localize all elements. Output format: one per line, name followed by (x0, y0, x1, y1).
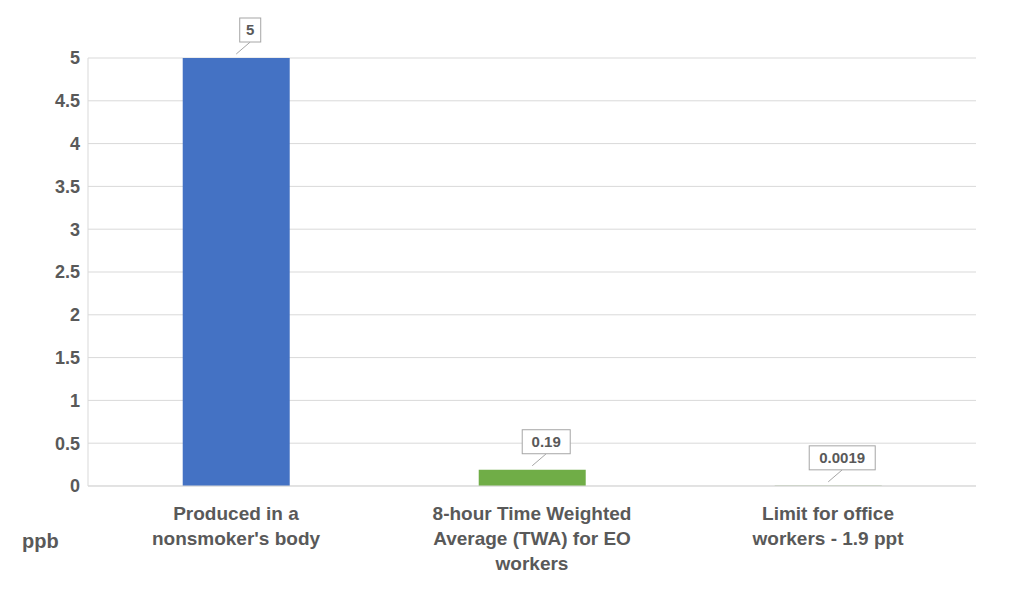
svg-text:nonsmoker's body: nonsmoker's body (152, 528, 321, 549)
svg-text:3: 3 (70, 220, 80, 240)
svg-text:0.0019: 0.0019 (819, 449, 865, 466)
svg-text:0: 0 (70, 476, 80, 496)
svg-text:4: 4 (70, 134, 80, 154)
svg-text:8-hour Time Weighted: 8-hour Time Weighted (433, 503, 632, 524)
svg-text:0.19: 0.19 (532, 433, 561, 450)
svg-text:0.5: 0.5 (55, 434, 80, 454)
svg-text:2: 2 (70, 305, 80, 325)
svg-text:5: 5 (246, 21, 254, 38)
html-text:ppb: ppb (22, 530, 59, 552)
svg-text:4.5: 4.5 (55, 91, 80, 111)
svg-text:Average (TWA) for EO: Average (TWA) for EO (433, 528, 631, 549)
svg-text:1.5: 1.5 (55, 348, 80, 368)
svg-text:5: 5 (70, 48, 80, 68)
svg-text:1: 1 (70, 391, 80, 411)
svg-text:Produced in a: Produced in a (173, 503, 299, 524)
svg-text:Limit for office: Limit for office (762, 503, 894, 524)
svg-text:3.5: 3.5 (55, 177, 80, 197)
svg-text:workers: workers (495, 553, 569, 574)
svg-text:workers - 1.9 ppt: workers - 1.9 ppt (752, 528, 905, 549)
svg-text:2.5: 2.5 (55, 262, 80, 282)
